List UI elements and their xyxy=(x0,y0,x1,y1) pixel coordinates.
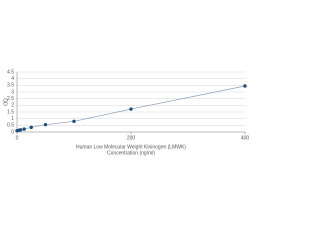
x-tick-label: 400 xyxy=(241,135,250,141)
y-tick-label: 1 xyxy=(11,116,14,122)
y-tick-label: 2 xyxy=(11,103,14,109)
point xyxy=(72,119,76,124)
chart-title: Human Low Molecular Weight Kininogen (LM… xyxy=(76,144,186,150)
point xyxy=(22,127,26,131)
x-tick-label: 200 xyxy=(127,135,136,141)
y-tick-label: 3.5 xyxy=(7,83,14,89)
point xyxy=(129,107,133,111)
point xyxy=(243,84,247,88)
point xyxy=(43,122,48,127)
y-tick-label: 4 xyxy=(11,76,14,82)
point xyxy=(18,128,23,132)
y-tick-label: 0.5 xyxy=(7,123,14,129)
chart: OD Human Low Molecular Weight Kininogen … xyxy=(3,69,250,156)
point xyxy=(29,125,33,130)
y-tick-label: 2.5 xyxy=(7,96,14,102)
y-axis-label: OD xyxy=(3,98,9,106)
y-tick-label: 1.5 xyxy=(7,109,14,115)
y-tick-label: 0 xyxy=(11,129,14,135)
x-axis-label: Concentration (ng/ml) xyxy=(107,150,155,156)
y-tick-label: 4.5 xyxy=(7,69,14,75)
y-tick-label: 3 xyxy=(11,89,14,95)
x-tick-label: 0 xyxy=(16,135,19,141)
